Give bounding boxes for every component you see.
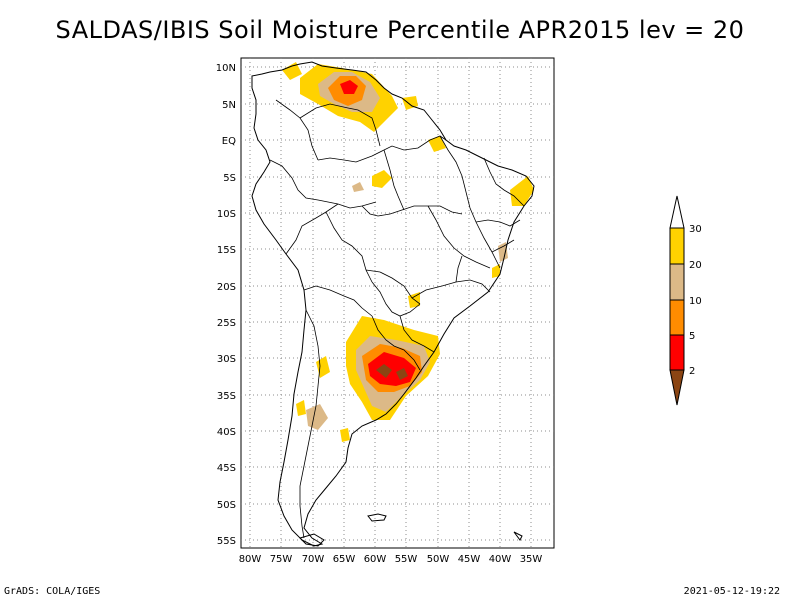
lat-label: EQ xyxy=(222,136,236,147)
lat-label: 35S xyxy=(217,391,236,402)
tierra-del-fuego xyxy=(299,533,325,547)
lat-label: 55S xyxy=(217,536,236,547)
lat-axis-labels: 10N 5N EQ 5S 10S 15S 20S 25S 30S 35S 40S… xyxy=(216,63,236,547)
lon-label: 35W xyxy=(520,554,543,565)
falklands-island xyxy=(367,513,387,522)
colorbar-label: 2 xyxy=(689,366,695,377)
shade-patagonia-patch-2 xyxy=(296,400,306,416)
lat-label: 40S xyxy=(217,427,236,438)
map-frame xyxy=(240,57,555,549)
lon-label: 80W xyxy=(239,554,262,565)
lat-label: 15S xyxy=(217,245,236,256)
lat-label: 45S xyxy=(217,463,236,474)
lat-label: 25S xyxy=(217,318,236,329)
small-island xyxy=(513,531,523,541)
shade-guiana-patch xyxy=(428,136,446,152)
lon-label: 55W xyxy=(395,554,418,565)
footer-credit: GrADS: COLA/IGES xyxy=(4,586,101,597)
lon-label: 75W xyxy=(270,554,293,565)
colorbar-label: 20 xyxy=(689,260,702,271)
lat-label: 20S xyxy=(217,282,236,293)
map-title: SALDAS/IBIS Soil Moisture Percentile APR… xyxy=(55,16,745,44)
lon-label: 60W xyxy=(364,554,387,565)
lon-label: 50W xyxy=(427,554,450,565)
colorbar-label: 5 xyxy=(689,331,695,342)
shade-south-below-2 xyxy=(376,364,392,378)
colorbar-bottom-arrow xyxy=(669,369,685,406)
country-borders xyxy=(269,99,525,539)
lat-label: 5N xyxy=(222,100,236,111)
colorbar-label: 10 xyxy=(689,296,702,307)
shade-north-west-patch xyxy=(282,62,302,80)
colorbar-segment-5 xyxy=(669,334,685,371)
colorbar-segment-10 xyxy=(669,299,685,336)
south-america-coastline xyxy=(251,61,535,547)
shade-south-coast-patch xyxy=(340,428,350,442)
shade-north-below-5 xyxy=(340,80,358,94)
shade-south-below-2-b xyxy=(396,368,408,380)
colorbar-label: 30 xyxy=(689,224,702,235)
footer-timestamp: 2021-05-12-19:22 xyxy=(683,586,780,597)
colorbar-segment-30 xyxy=(669,227,685,265)
shade-amazon-patch-2 xyxy=(352,182,364,192)
lat-label: 10S xyxy=(217,209,236,220)
lon-label: 65W xyxy=(333,554,356,565)
shade-amazon-patch xyxy=(372,170,392,188)
shade-east-coast-2 xyxy=(498,242,508,262)
lon-axis-labels: 80W 75W 70W 65W 60W 55W 50W 45W 40W 35W xyxy=(239,554,543,565)
colorbar-top-arrow xyxy=(669,195,685,229)
shade-east-coast-3 xyxy=(492,264,500,278)
lat-label: 5S xyxy=(223,173,236,184)
lon-label: 40W xyxy=(489,554,512,565)
lat-label: 10N xyxy=(216,63,236,74)
lon-label: 70W xyxy=(302,554,325,565)
gridlines xyxy=(241,58,554,548)
colorbar-segment-20 xyxy=(669,263,685,301)
lon-label: 45W xyxy=(458,554,481,565)
lat-label: 30S xyxy=(217,354,236,365)
shade-patagonia-patch xyxy=(306,404,328,430)
colorbar-legend: 30 20 10 5 2 xyxy=(669,195,702,406)
lat-label: 50S xyxy=(217,500,236,511)
